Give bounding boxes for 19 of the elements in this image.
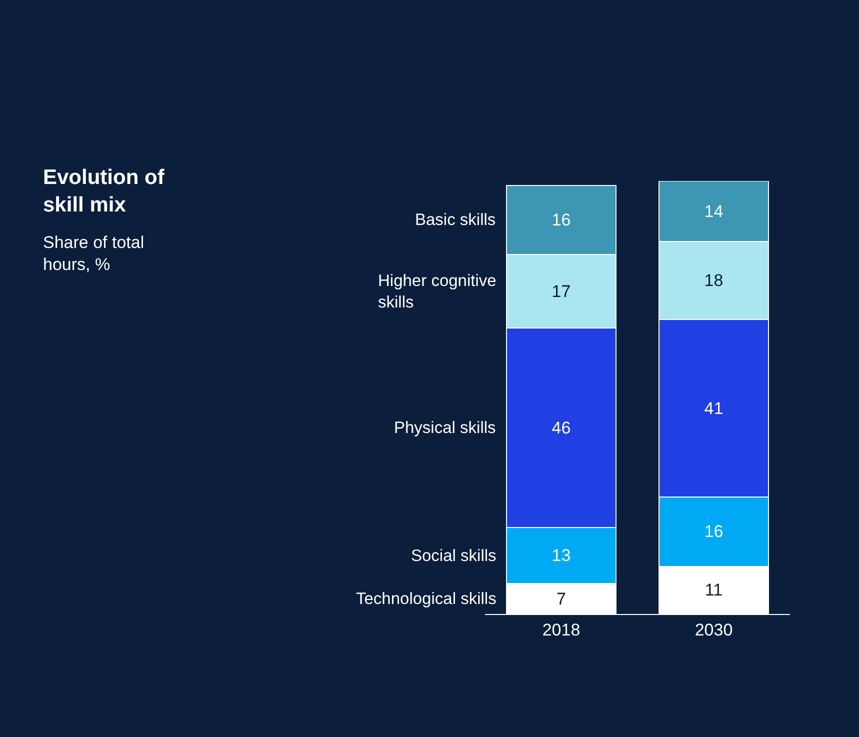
- series-label: Social skills: [411, 547, 496, 565]
- data-label: 17: [552, 282, 571, 301]
- data-label: 41: [704, 398, 724, 418]
- x-tick-label: 2030: [694, 620, 733, 640]
- text: Evolution of skill mix: [43, 166, 166, 216]
- data-label: 18: [704, 271, 724, 290]
- series-label: Basic skills: [415, 211, 496, 229]
- series-label: Higher cognitive skills: [378, 272, 496, 312]
- data-label: 16: [552, 210, 571, 230]
- data-label: 7: [556, 589, 566, 608]
- text: Share of total hours, %: [43, 233, 144, 274]
- series-label: Physical skills: [394, 419, 496, 437]
- data-label: 14: [704, 202, 724, 221]
- series-label: Technological skills: [356, 590, 496, 608]
- data-label: 13: [552, 546, 571, 566]
- data-label: 11: [704, 580, 723, 600]
- x-tick-label: 2018: [542, 620, 580, 640]
- data-label: 16: [704, 522, 724, 542]
- data-label: 46: [552, 418, 571, 438]
